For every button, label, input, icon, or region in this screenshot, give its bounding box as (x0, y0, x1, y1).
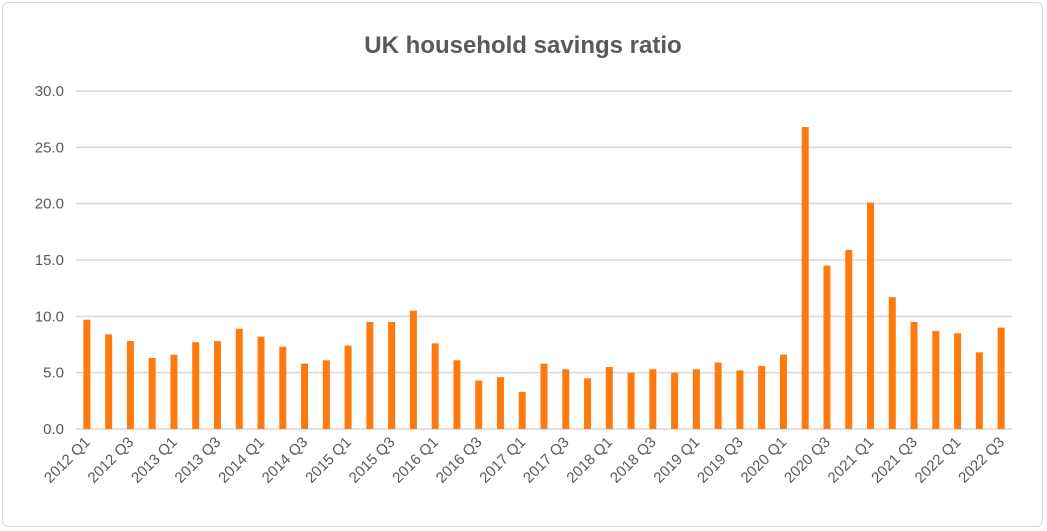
x-tick-label: 2013 Q3 (172, 434, 225, 487)
x-tick-label: 2017 Q1 (476, 434, 529, 487)
bar-2020-q2 (801, 127, 809, 429)
bar-2016-q2 (453, 360, 461, 429)
x-tick-label: 2020 Q3 (781, 434, 834, 487)
bar-2021-q1 (867, 202, 875, 429)
y-tick-label: 0.0 (43, 421, 64, 438)
x-tick-label: 2018 Q3 (607, 434, 660, 487)
y-tick-label: 5.0 (43, 365, 64, 382)
y-tick-label: 30.0 (35, 83, 64, 100)
x-tick-label: 2015 Q3 (346, 434, 399, 487)
bar-2020-q1 (779, 354, 787, 429)
bar-2012-q2 (105, 334, 113, 429)
bar-2020-q4 (845, 249, 853, 429)
bar-2019-q4 (758, 365, 766, 429)
x-tick-label: 2012 Q1 (41, 434, 94, 487)
bar-2014-q2 (279, 346, 287, 429)
bar-2015-q2 (366, 321, 374, 429)
bar-2020-q3 (823, 265, 831, 429)
y-tick-label: 15.0 (35, 252, 64, 269)
bar-2015-q4 (409, 310, 417, 429)
bar-2016-q1 (431, 343, 439, 429)
x-tick-label: 2020 Q1 (738, 434, 791, 487)
bar-2019-q3 (736, 370, 744, 429)
bar-2021-q3 (910, 321, 918, 429)
x-tick-label: 2021 Q3 (868, 434, 921, 487)
x-tick-label: 2017 Q3 (520, 434, 573, 487)
bar-2022-q2 (975, 352, 983, 429)
bar-2015-q3 (388, 321, 396, 429)
x-tick-label: 2016 Q3 (433, 434, 486, 487)
bar-2019-q2 (714, 362, 722, 429)
bar-2014-q1 (257, 336, 265, 429)
bar-2012-q4 (148, 358, 156, 429)
bar-2012-q1 (83, 319, 91, 429)
bar-2018-q2 (627, 372, 635, 429)
y-tick-label: 25.0 (35, 139, 64, 156)
bar-2022-q3 (997, 327, 1005, 429)
x-tick-label: 2013 Q1 (128, 434, 181, 487)
x-tick-label: 2022 Q3 (955, 434, 1008, 487)
bar-2022-q1 (954, 333, 962, 429)
bar-2018-q3 (649, 369, 657, 429)
bar-2014-q3 (301, 363, 309, 429)
bar-2013-q1 (170, 354, 178, 429)
x-tick-label: 2014 Q1 (215, 434, 268, 487)
y-tick-label: 10.0 (35, 308, 64, 325)
x-tick-label: 2018 Q1 (563, 434, 616, 487)
bar-2017-q2 (540, 363, 548, 429)
y-tick-label: 20.0 (35, 196, 64, 213)
bar-2017-q3 (562, 369, 570, 429)
x-tick-label: 2022 Q1 (912, 434, 965, 487)
x-tick-label: 2016 Q1 (389, 434, 442, 487)
bar-2012-q3 (126, 341, 134, 429)
bar-2013-q4 (235, 328, 243, 429)
x-tick-label: 2019 Q1 (650, 434, 703, 487)
bar-2016-q3 (475, 380, 483, 429)
bar-2018-q1 (605, 367, 613, 429)
x-tick-label: 2012 Q3 (85, 434, 138, 487)
bar-2013-q2 (192, 342, 200, 429)
x-tick-label: 2019 Q3 (694, 434, 747, 487)
x-tick-label: 2014 Q3 (259, 434, 312, 487)
bar-2019-q1 (692, 369, 700, 429)
x-tick-label: 2021 Q1 (825, 434, 878, 487)
bar-2014-q4 (322, 360, 330, 429)
bar-2021-q2 (888, 297, 896, 429)
bar-2017-q4 (584, 378, 592, 429)
chart-title: UK household savings ratio (364, 32, 681, 59)
bar-2015-q1 (344, 345, 352, 429)
bar-2017-q1 (518, 391, 526, 429)
bar-2021-q4 (932, 330, 940, 429)
bar-2018-q4 (671, 372, 679, 429)
bar-2013-q3 (213, 341, 221, 429)
x-tick-label: 2015 Q1 (302, 434, 355, 487)
bar-2016-q4 (496, 377, 504, 429)
